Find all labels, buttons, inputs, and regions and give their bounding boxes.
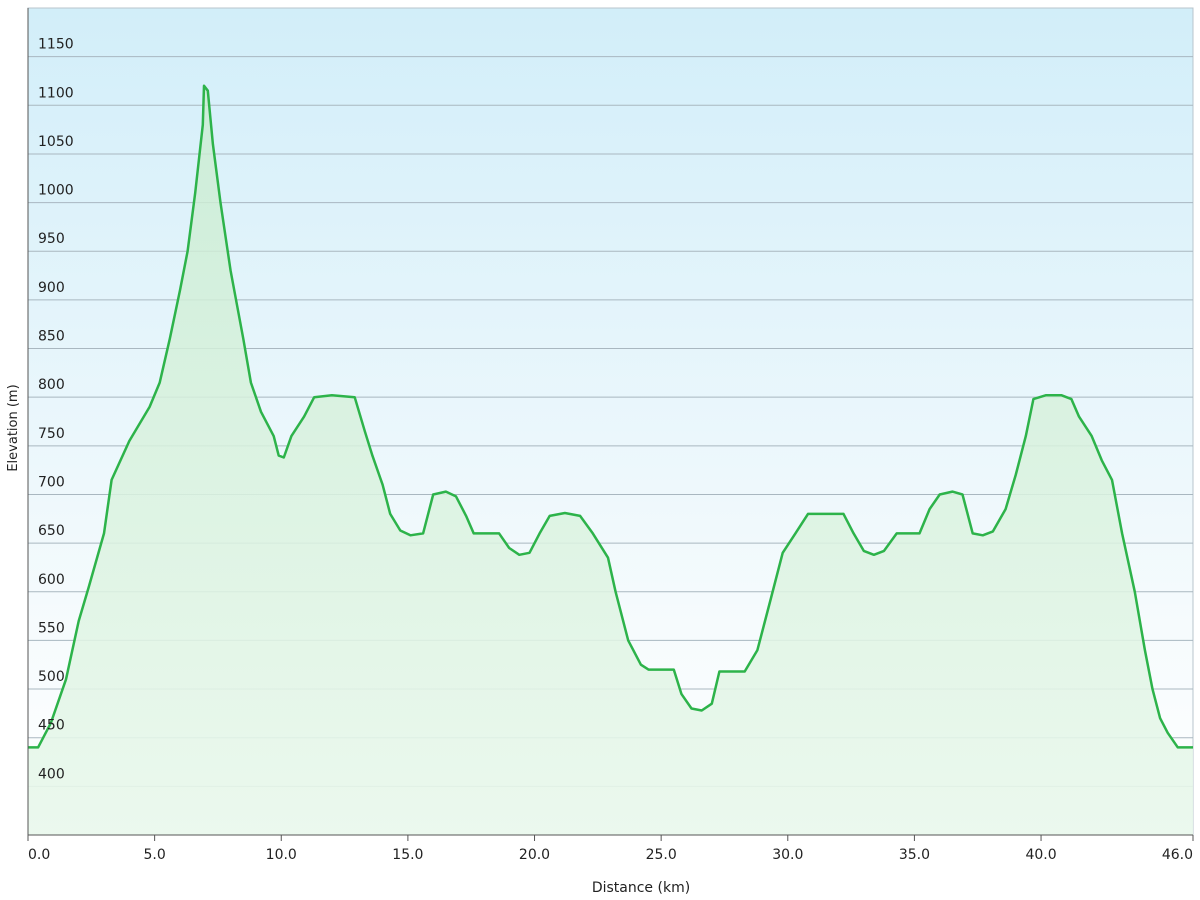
y-tick-label: 800 (38, 377, 65, 393)
x-tick-label: 20.0 (519, 847, 550, 863)
y-tick-label: 650 (38, 523, 65, 539)
x-tick-label: 46.0 (1162, 847, 1193, 863)
x-tick-label: 40.0 (1025, 847, 1056, 863)
y-tick-label: 600 (38, 572, 65, 588)
y-tick-label: 1000 (38, 183, 74, 199)
y-tick-label: 400 (38, 766, 65, 782)
y-tick-label: 700 (38, 474, 65, 490)
y-tick-label: 1050 (38, 134, 74, 150)
x-tick-label: 35.0 (899, 847, 930, 863)
x-tick-label: 25.0 (646, 847, 677, 863)
y-tick-label: 1100 (38, 85, 74, 101)
x-axis-title: Distance (km) (592, 880, 690, 896)
y-tick-label: 950 (38, 231, 65, 247)
y-tick-label: 500 (38, 669, 65, 685)
y-tick-label: 750 (38, 426, 65, 442)
y-tick-label: 850 (38, 329, 65, 345)
x-tick-label: 0.0 (28, 847, 50, 863)
x-tick-label: 10.0 (266, 847, 297, 863)
x-tick-label: 5.0 (143, 847, 165, 863)
y-tick-label: 1150 (38, 37, 74, 53)
y-tick-label: 550 (38, 620, 65, 636)
elevation-line (28, 84, 1193, 749)
area-fill (28, 85, 1193, 836)
y-tick-label: 900 (38, 280, 65, 296)
y-axis-title: Elevation (m) (6, 384, 21, 471)
y-tick-label: 450 (38, 718, 65, 734)
x-tick-label: 15.0 (392, 847, 423, 863)
x-tick-label: 30.0 (772, 847, 803, 863)
